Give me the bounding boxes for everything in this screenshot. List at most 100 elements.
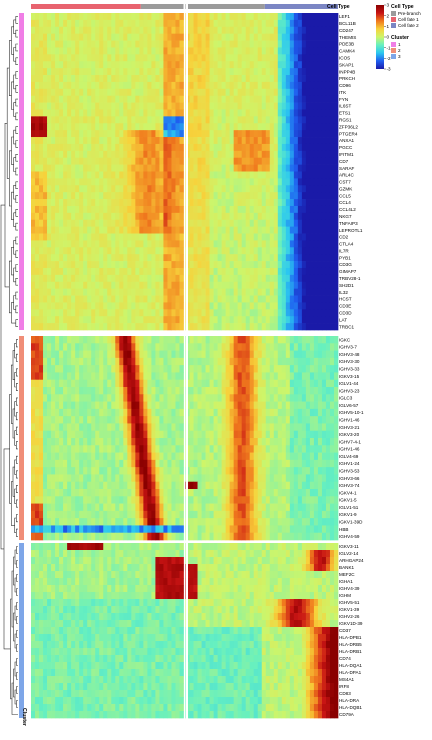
gene-label: HBB [339,527,348,532]
heatmap-row [31,571,339,579]
gene-label: CAMK4 [339,49,355,54]
legend-swatch [391,54,396,59]
gene-label: IGHV5-51 [339,600,360,605]
gene-label: ETS1 [339,111,351,116]
legend-label: Cell fate 2 [398,23,419,28]
gene-label: IGHV3-21 [339,425,360,430]
gene-label: PYB1 [339,255,351,260]
gene-label: MEF2C [339,572,355,577]
heatmap-row [31,316,339,324]
heatmap-row [31,592,339,600]
heatmap-row [31,33,339,41]
gene-label: IGLV2-14 [339,551,359,556]
heatmap-row [31,178,339,186]
gene-label: SARAF [339,166,355,171]
gene-label: GZMK [339,186,353,191]
heatmap-row [31,123,339,131]
gene-label: PDE3B [339,42,354,47]
gene-label: CCL5 [339,193,351,198]
heatmap-row [31,261,339,269]
gene-label: FYN [339,97,348,102]
gene-label: CD3G [339,262,352,267]
gene-label: IGKV1D-39 [339,621,363,626]
heatmap-cells [31,0,339,740]
legend-label: Cell fate 1 [398,17,419,22]
heatmap-row [31,683,339,691]
gene-label: RGS1 [339,118,352,123]
legend-cell-type-title: Cell Type [391,4,414,10]
heatmap-row [31,532,339,541]
heatmap-row [31,343,339,351]
gene-label: IGHV1-46 [339,447,360,452]
heatmap-row [31,459,339,468]
legend-swatch [391,11,396,16]
gene-label: IGKV1-9 [339,512,357,517]
heatmap-row [31,226,339,234]
cluster-bar-1 [19,13,24,330]
heatmap-row [31,102,339,110]
annotation-segment [185,4,265,9]
heatmap-row [31,150,339,159]
gene-label: IL7R [339,248,349,253]
gene-label: SKAP1 [339,62,354,67]
annotation-segment [140,4,184,9]
heatmap-row [31,467,339,475]
gene-label: IGHA1 [339,579,353,584]
gene-label: CD3D [339,310,352,315]
gene-label: HLA-DRA [339,698,360,703]
heatmap-row [31,212,339,221]
heatmap-row [31,274,339,283]
legend-cluster-title: Cluster [391,35,409,41]
gene-label: CD79A [339,712,355,717]
gene-label: IGKV3-11 [339,544,359,549]
heatmap-row [31,13,339,21]
legend-cluster-items: 123 [391,42,401,59]
gene-label: IGKV4-1 [339,490,357,495]
gene-label: HLA-DPB1 [339,635,362,640]
heatmap-row [31,75,339,83]
gene-label: PGCC [339,145,353,150]
legend-label: 3 [398,54,401,59]
heatmap-row [31,254,339,262]
gene-label: IGHV1-46 [339,417,360,422]
heatmap-row [31,185,339,193]
heatmap-row [31,496,339,504]
heatmap-row [31,350,339,359]
gene-label: TRBV28-1 [339,276,361,281]
gene-label: IGHV1-24 [339,461,360,466]
gene-label: LEPROTL1 [339,228,363,233]
gene-label: IGHV2-26 [339,614,360,619]
heatmap-row [31,240,339,248]
heatmap-row [31,430,339,439]
heatmap-row [31,416,339,424]
heatmap-row [31,408,339,417]
heatmap-row [31,669,339,677]
gene-label: IGHV3-66 [339,476,360,481]
gene-label: LEF1 [339,14,350,19]
gene-label: CTLA4 [339,242,354,247]
gene-label: ANXA1 [339,138,355,143]
gene-label: LAT [339,317,347,322]
legend-swatch [391,23,396,28]
gene-label: IGHV5-10-1 [339,410,364,415]
cluster-axis-label: Cluster [21,708,27,726]
gene-label: CD2 [339,235,349,240]
heatmap-row [31,641,339,649]
gene-label: THEMIS [339,35,356,40]
heatmap-row [31,68,339,76]
gene-label: IGKV1-5 [339,498,357,503]
heatmap-row [31,676,339,684]
heatmap-row [31,518,339,526]
color-scale-bar [376,5,384,69]
gene-label: HLA-DQA1 [339,663,362,668]
heatmap-row [31,401,339,410]
heatmap-row [31,481,339,490]
heatmap-row [31,648,339,656]
color-scale-tick-label: -2 [387,56,392,61]
heatmap-row [31,585,339,593]
cell-type-annotation-label: Cell Type [327,4,350,10]
gene-label: IGHV3-30 [339,359,360,364]
heatmap-row [31,323,339,331]
